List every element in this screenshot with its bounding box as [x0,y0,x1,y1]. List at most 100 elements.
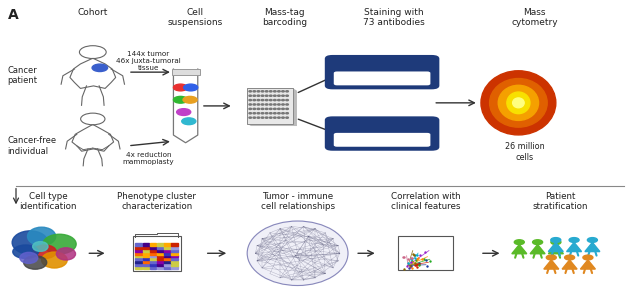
Text: Cancer
patient: Cancer patient [8,65,38,85]
Point [406,265,417,270]
Point [398,255,408,260]
Circle shape [261,95,264,96]
Circle shape [273,104,276,105]
Ellipse shape [24,256,47,269]
Polygon shape [247,88,297,126]
Bar [171,258,178,260]
Circle shape [564,255,575,260]
Bar [171,266,178,269]
Bar [171,249,178,252]
Point [410,256,420,261]
Text: Cohort: Cohort [77,8,108,17]
Circle shape [249,108,252,110]
Circle shape [249,99,252,101]
Bar [143,261,149,263]
Circle shape [269,91,272,92]
Point [420,257,431,262]
Point [404,264,415,269]
Text: Cell
suspensions: Cell suspensions [168,8,223,27]
Bar [136,243,142,246]
Circle shape [273,117,276,118]
Text: 144x tumor
46x juxta-tumoral
tissue: 144x tumor 46x juxta-tumoral tissue [116,51,181,72]
Bar [157,266,164,269]
Bar [157,246,164,249]
Point [412,252,422,257]
Bar [172,69,200,75]
Bar [164,263,171,266]
Bar [150,243,156,246]
Circle shape [182,118,196,125]
Point [411,258,421,263]
Bar [150,249,156,252]
Point [399,267,410,272]
Point [404,266,415,271]
Circle shape [282,95,284,96]
Circle shape [282,117,284,118]
Text: Antibody panel 1: Antibody panel 1 [344,62,420,71]
Bar [150,266,156,269]
Circle shape [269,117,272,118]
Ellipse shape [28,227,56,246]
Polygon shape [562,260,577,269]
Bar [143,246,149,249]
Circle shape [286,113,289,114]
Bar [136,255,142,258]
Bar [171,243,178,246]
FancyBboxPatch shape [334,72,430,85]
Bar [171,261,178,263]
Polygon shape [544,260,559,269]
Bar [150,252,156,255]
Circle shape [551,238,561,243]
Text: Tumor - immune
cell relationships: Tumor - immune cell relationships [260,192,335,211]
Circle shape [515,240,524,245]
Circle shape [278,108,280,110]
Ellipse shape [43,234,76,254]
FancyBboxPatch shape [334,133,430,147]
Point [424,258,435,263]
Circle shape [278,91,280,92]
Bar [143,243,149,246]
Polygon shape [548,243,563,252]
Point [406,258,417,263]
Circle shape [569,238,579,243]
Text: Cell type
identification: Cell type identification [19,192,77,211]
Circle shape [278,99,280,101]
Circle shape [253,108,255,110]
Text: 4x reduction
mammoplasty: 4x reduction mammoplasty [123,152,174,165]
Circle shape [269,104,272,105]
Circle shape [257,104,260,105]
Text: Antibody panel 2: Antibody panel 2 [344,124,420,133]
Circle shape [286,104,289,105]
Bar [157,255,164,258]
Ellipse shape [481,71,556,135]
Circle shape [282,108,284,110]
Circle shape [282,99,284,101]
Polygon shape [566,243,582,252]
Text: Cancer-free
individual: Cancer-free individual [8,136,57,156]
Bar [164,249,171,252]
Bar [157,258,164,260]
Point [412,256,422,261]
Circle shape [173,84,188,91]
Point [403,256,413,261]
Circle shape [551,240,561,245]
Circle shape [266,95,268,96]
Bar [164,266,171,269]
Circle shape [282,91,284,92]
Point [410,262,420,267]
Bar [164,261,171,263]
Point [403,261,413,266]
Point [411,262,421,267]
Text: Immune cell-centric: Immune cell-centric [346,135,419,142]
Bar [247,88,293,123]
Circle shape [266,99,268,101]
Bar [164,243,171,246]
Point [417,257,427,262]
Polygon shape [530,245,545,254]
Bar [136,266,142,269]
Circle shape [269,113,272,114]
Circle shape [282,104,284,105]
Point [415,252,425,257]
Polygon shape [585,243,600,252]
Circle shape [253,91,255,92]
